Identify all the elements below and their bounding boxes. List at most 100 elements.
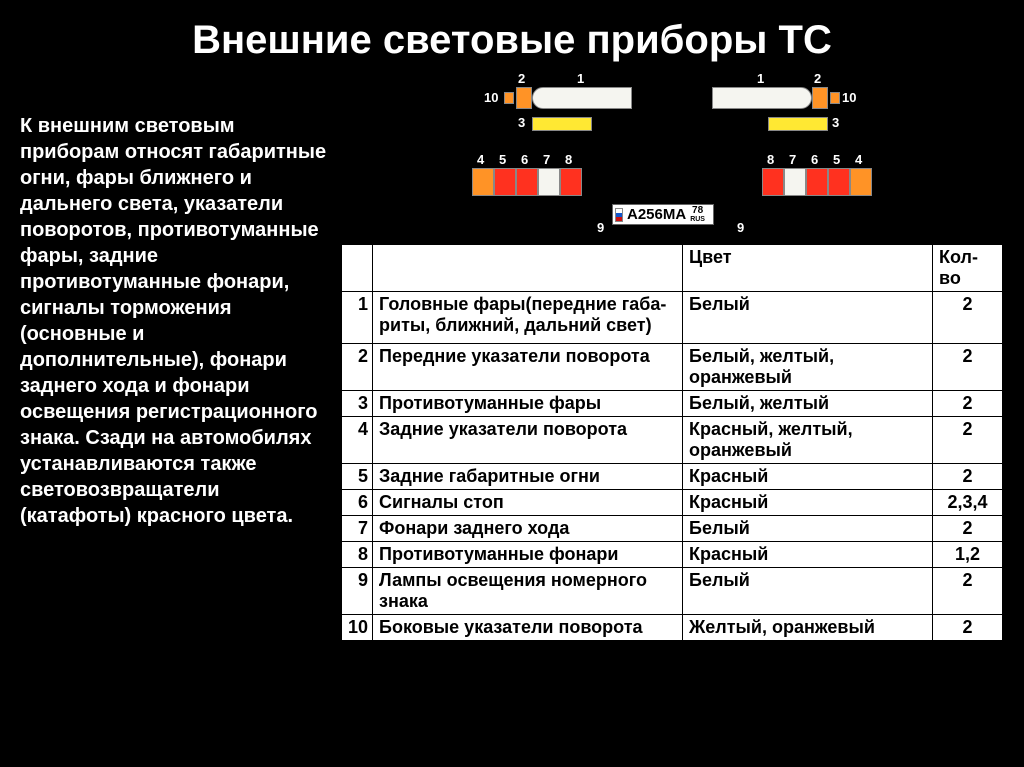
table-row: 1Головные фары(передние габа- риты, ближ… [342,292,1003,344]
label-rear-l-2: 6 [521,152,528,167]
rear-left-0 [472,168,494,196]
cell-qty: 2 [933,344,1003,391]
cell-qty: 2 [933,516,1003,542]
rear-right-3 [828,168,850,196]
cell-color: Желтый, оранжевый [683,615,933,641]
th-qty: Кол-во [933,245,1003,292]
label-9-left: 9 [597,220,604,235]
label-rear-r-3: 5 [833,152,840,167]
cell-qty: 2 [933,391,1003,417]
table-row: 8Противотуманные фонариКрасный1,2 [342,542,1003,568]
table-row: 7Фонари заднего ходаБелый2 [342,516,1003,542]
th-num [342,245,373,292]
cell-name: Противотуманные фары [373,391,683,417]
cell-name: Головные фары(передние габа- риты, ближн… [373,292,683,344]
cell-color: Красный, желтый, оранжевый [683,417,933,464]
table-row: 4Задние указатели поворотаКрасный, желты… [342,417,1003,464]
cell-qty: 2 [933,615,1003,641]
table-row: 3Противотуманные фарыБелый, желтый2 [342,391,1003,417]
side-turn-right [830,92,840,104]
cell-color: Белый [683,568,933,615]
label-9-right: 9 [737,220,744,235]
cell-num: 2 [342,344,373,391]
cell-name: Передние указатели поворота [373,344,683,391]
cell-name: Противотуманные фонари [373,542,683,568]
side-turn-left [504,92,514,104]
cell-num: 3 [342,391,373,417]
label-1-right: 1 [757,71,764,86]
cell-name: Задние указатели поворота [373,417,683,464]
cell-num: 1 [342,292,373,344]
label-10-right: 10 [842,90,856,105]
cell-num: 7 [342,516,373,542]
label-3-left: 3 [518,115,525,130]
fog-left [532,117,592,131]
cell-name: Лампы освещения номерного знака [373,568,683,615]
table-row: 10Боковые указатели поворотаЖелтый, оран… [342,615,1003,641]
cell-name: Задние габаритные огни [373,464,683,490]
rear-right-0 [762,168,784,196]
label-1-left: 1 [577,71,584,86]
license-plate: А256МА 78RUS [612,204,714,225]
cell-num: 5 [342,464,373,490]
lights-table: Цвет Кол-во 1Головные фары(передние габа… [341,244,1003,641]
lights-diagram: 12103121034567887654А256МА78RUS99 [340,73,1004,243]
th-name [373,245,683,292]
label-rear-r-0: 8 [767,152,774,167]
cell-num: 4 [342,417,373,464]
rear-left-1 [494,168,516,196]
label-3-right: 3 [832,115,839,130]
cell-qty: 2,3,4 [933,490,1003,516]
cell-color: Белый [683,516,933,542]
label-10-left: 10 [484,90,498,105]
cell-num: 9 [342,568,373,615]
rear-right-1 [784,168,806,196]
label-rear-l-4: 8 [565,152,572,167]
cell-num: 10 [342,615,373,641]
rear-left-3 [538,168,560,196]
content-row: К внешним световым приборам относят габа… [0,73,1024,642]
cell-num: 8 [342,542,373,568]
cell-color: Красный [683,464,933,490]
rear-left-4 [560,168,582,196]
cell-qty: 2 [933,292,1003,344]
front-turn-left [516,87,532,109]
headlight-right [712,87,812,109]
cell-name: Сигналы стоп [373,490,683,516]
label-rear-l-0: 4 [477,152,484,167]
cell-name: Фонари заднего хода [373,516,683,542]
cell-qty: 2 [933,464,1003,490]
label-rear-r-4: 4 [855,152,862,167]
table-row: 2Передние указатели поворотаБелый, желты… [342,344,1003,391]
plate-region: 78RUS [690,206,705,223]
label-rear-l-1: 5 [499,152,506,167]
table-row: 9Лампы освещения номерного знакаБелый2 [342,568,1003,615]
cell-color: Белый, желтый [683,391,933,417]
table-header-row: Цвет Кол-во [342,245,1003,292]
table-row: 5Задние габаритные огниКрасный2 [342,464,1003,490]
label-rear-l-3: 7 [543,152,550,167]
cell-color: Красный [683,490,933,516]
cell-num: 6 [342,490,373,516]
headlight-left [532,87,632,109]
page-title: Внешние световые приборы ТС [0,0,1024,73]
plate-text: А256МА [627,206,686,223]
cell-name: Боковые указатели поворота [373,615,683,641]
lights-table-wrap: Цвет Кол-во 1Головные фары(передние габа… [340,243,1004,642]
label-2-left: 2 [518,71,525,86]
label-2-right: 2 [814,71,821,86]
cell-color: Белый [683,292,933,344]
fog-right [768,117,828,131]
rear-right-4 [850,168,872,196]
cell-qty: 2 [933,417,1003,464]
cell-color: Белый, желтый, оранжевый [683,344,933,391]
th-color: Цвет [683,245,933,292]
label-rear-r-1: 7 [789,152,796,167]
right-column: 12103121034567887654А256МА78RUS99 Цвет К… [340,73,1004,642]
description-text: К внешним световым приборам относят габа… [20,73,340,529]
label-rear-r-2: 6 [811,152,818,167]
rear-left-2 [516,168,538,196]
cell-qty: 2 [933,568,1003,615]
cell-color: Красный [683,542,933,568]
table-row: 6Сигналы стопКрасный2,3,4 [342,490,1003,516]
